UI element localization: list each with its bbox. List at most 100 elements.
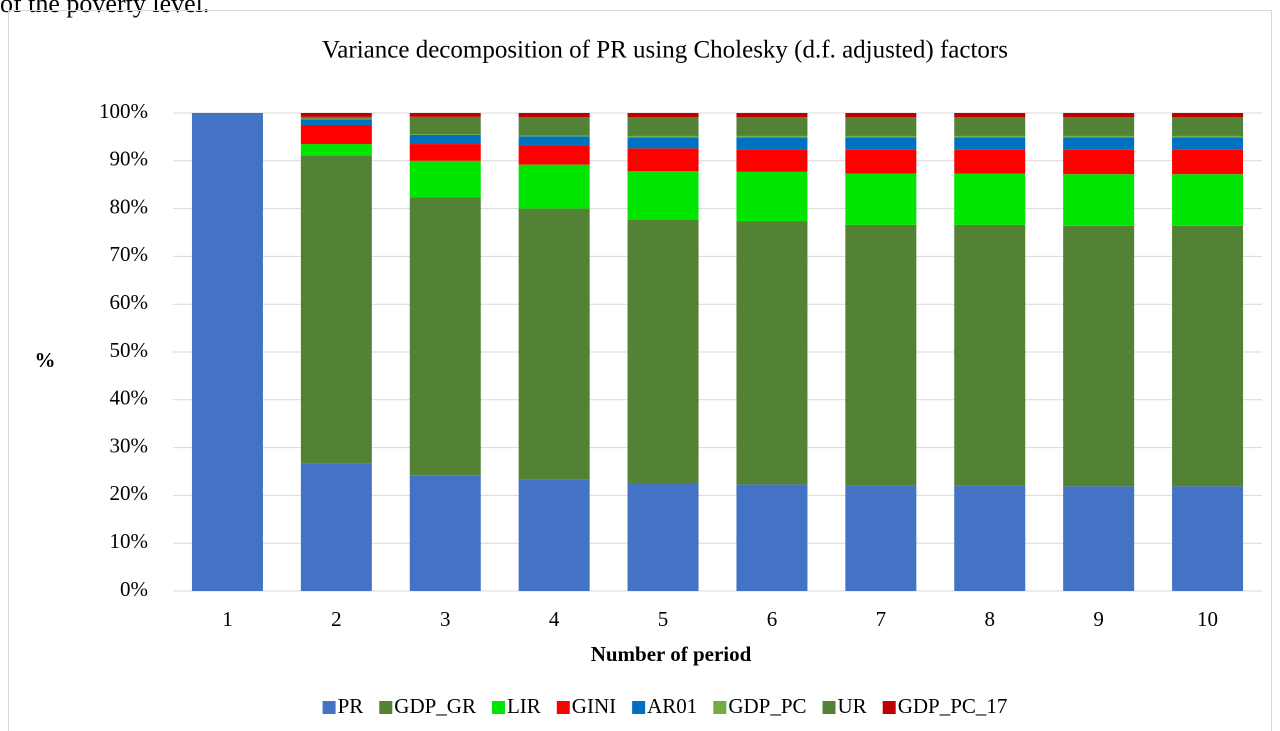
bar-segment <box>1063 486 1135 591</box>
bar-segment <box>518 164 590 209</box>
y-tick-label: 0% <box>120 577 148 601</box>
bar-segment <box>736 484 808 591</box>
bar-segment <box>954 485 1026 591</box>
bar-segment <box>409 144 481 161</box>
x-tick-label: 1 <box>222 607 233 631</box>
bar-segment <box>409 134 481 135</box>
chart-title: Variance decomposition of PR using Chole… <box>322 37 1008 64</box>
legend-label: GINI <box>572 694 616 718</box>
bar-segment <box>518 117 590 136</box>
bar-segment <box>845 224 917 486</box>
x-tick-label: 7 <box>876 607 887 631</box>
bar-segment <box>300 116 372 119</box>
y-tick-label: 20% <box>110 481 149 505</box>
bar-segment <box>954 137 1026 150</box>
bar-segment <box>954 117 1026 136</box>
legend-label: PR <box>338 694 364 718</box>
bar-segment <box>736 135 808 138</box>
legend-label: GDP_PC <box>728 694 806 718</box>
bar-segment <box>736 117 808 136</box>
x-tick-label: 6 <box>767 607 778 631</box>
bar-segment <box>518 135 590 137</box>
bar-segment <box>845 137 917 150</box>
bar-segment <box>1172 174 1244 226</box>
bar-segment <box>627 113 699 118</box>
bar-segment <box>1172 113 1244 118</box>
bar-segment <box>954 135 1026 138</box>
bar-segment <box>1063 137 1135 150</box>
bar-segment <box>627 171 699 220</box>
bar-segment <box>1063 149 1135 175</box>
bar-segment <box>409 475 481 591</box>
bar-segment <box>954 224 1026 486</box>
bar-segment <box>409 197 481 476</box>
bar-segment <box>191 113 263 591</box>
bar-segment <box>409 113 481 117</box>
bar-segment <box>1172 135 1244 138</box>
bar-segment <box>736 171 808 222</box>
bar-segment <box>736 137 808 150</box>
legend-label: GDP_PC_17 <box>898 694 1008 718</box>
bar-segment <box>1063 135 1135 138</box>
bar-segment <box>1172 225 1244 487</box>
legend-label: UR <box>838 694 867 718</box>
page-text: of the poverty level. <box>0 0 209 18</box>
bar-segment <box>1063 113 1135 118</box>
bar-segment <box>845 173 917 225</box>
bar-segment <box>954 173 1026 225</box>
x-tick-label: 9 <box>1093 607 1104 631</box>
bar-segment <box>627 137 699 149</box>
bar-segment <box>409 116 481 135</box>
bar-segment <box>1063 225 1135 487</box>
bar-segment <box>627 482 699 591</box>
bar-segment <box>845 113 917 118</box>
legend-swatch <box>713 701 727 714</box>
bar-segment <box>845 135 917 138</box>
bar-segment <box>300 463 372 591</box>
bar-segment <box>1063 117 1135 136</box>
bar-segment <box>736 149 808 172</box>
bar-segment <box>736 221 808 485</box>
bar-segment <box>627 135 699 138</box>
legend-swatch <box>322 701 336 714</box>
bar-segment <box>736 113 808 118</box>
bar-segment <box>845 485 917 591</box>
bar-segment <box>409 134 481 145</box>
legend-label: GDP_GR <box>394 694 476 718</box>
bar-segment <box>518 479 590 591</box>
y-axis-label: % <box>35 348 56 372</box>
legend-label: LIR <box>507 694 541 718</box>
y-tick-label: 90% <box>110 147 149 171</box>
y-tick-label: 70% <box>110 242 149 266</box>
bar-segment <box>1063 174 1135 226</box>
legend-swatch <box>882 701 896 714</box>
bar-segment <box>409 160 481 198</box>
bar-segment <box>518 136 590 146</box>
bar-segment <box>1172 149 1244 175</box>
y-tick-label: 10% <box>110 529 149 553</box>
bar-segment <box>627 117 699 136</box>
bar-segment <box>518 145 590 165</box>
bar-segment <box>1172 486 1244 591</box>
bar-segment <box>518 208 590 480</box>
legend-swatch <box>556 701 570 714</box>
legend-swatch <box>632 701 646 714</box>
x-tick-label: 5 <box>658 607 669 631</box>
x-axis-label: Number of period <box>591 642 752 666</box>
y-tick-label: 60% <box>110 290 149 314</box>
bar-segment <box>627 219 699 483</box>
y-tick-label: 40% <box>110 386 149 410</box>
bar-segment <box>300 124 372 145</box>
y-tick-label: 100% <box>99 99 148 123</box>
legend-swatch <box>379 701 393 714</box>
x-tick-label: 2 <box>331 607 342 631</box>
bar-segment <box>954 149 1026 174</box>
bar-segment <box>300 156 372 464</box>
bar-segment <box>300 144 372 157</box>
bar-segment <box>845 117 917 136</box>
bar-segment <box>518 113 590 118</box>
x-tick-label: 3 <box>440 607 451 631</box>
chart-frame <box>8 10 1272 731</box>
